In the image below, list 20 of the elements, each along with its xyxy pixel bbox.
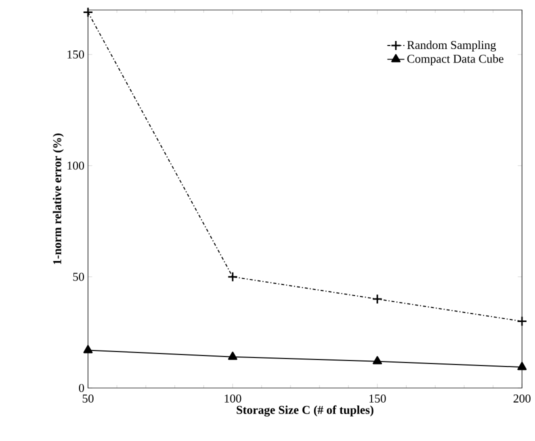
point — [516, 316, 528, 327]
x-axis-title: Storage Size C (# of tuples) — [236, 405, 374, 416]
point — [83, 344, 93, 354]
y-tick-label: 50 — [73, 272, 84, 281]
point — [517, 362, 527, 370]
point — [372, 294, 383, 304]
point — [227, 272, 238, 282]
x-tick-label: 200 — [514, 394, 531, 403]
legend-label: Random Sampling — [407, 40, 496, 52]
x-tick-label: 50 — [82, 394, 94, 403]
point — [372, 356, 382, 364]
y-tick-label: 150 — [68, 50, 84, 58]
x-tick-label: 100 — [224, 394, 242, 403]
point — [228, 352, 238, 360]
y-axis-title: 1-norm relative error (%) — [52, 134, 64, 264]
legend-label: Compact Data Cube — [407, 54, 504, 66]
point — [82, 6, 94, 18]
x-tick-label: 150 — [369, 394, 386, 403]
y-tick-label: 100 — [68, 162, 84, 170]
y-tick-label: 0 — [78, 384, 84, 392]
